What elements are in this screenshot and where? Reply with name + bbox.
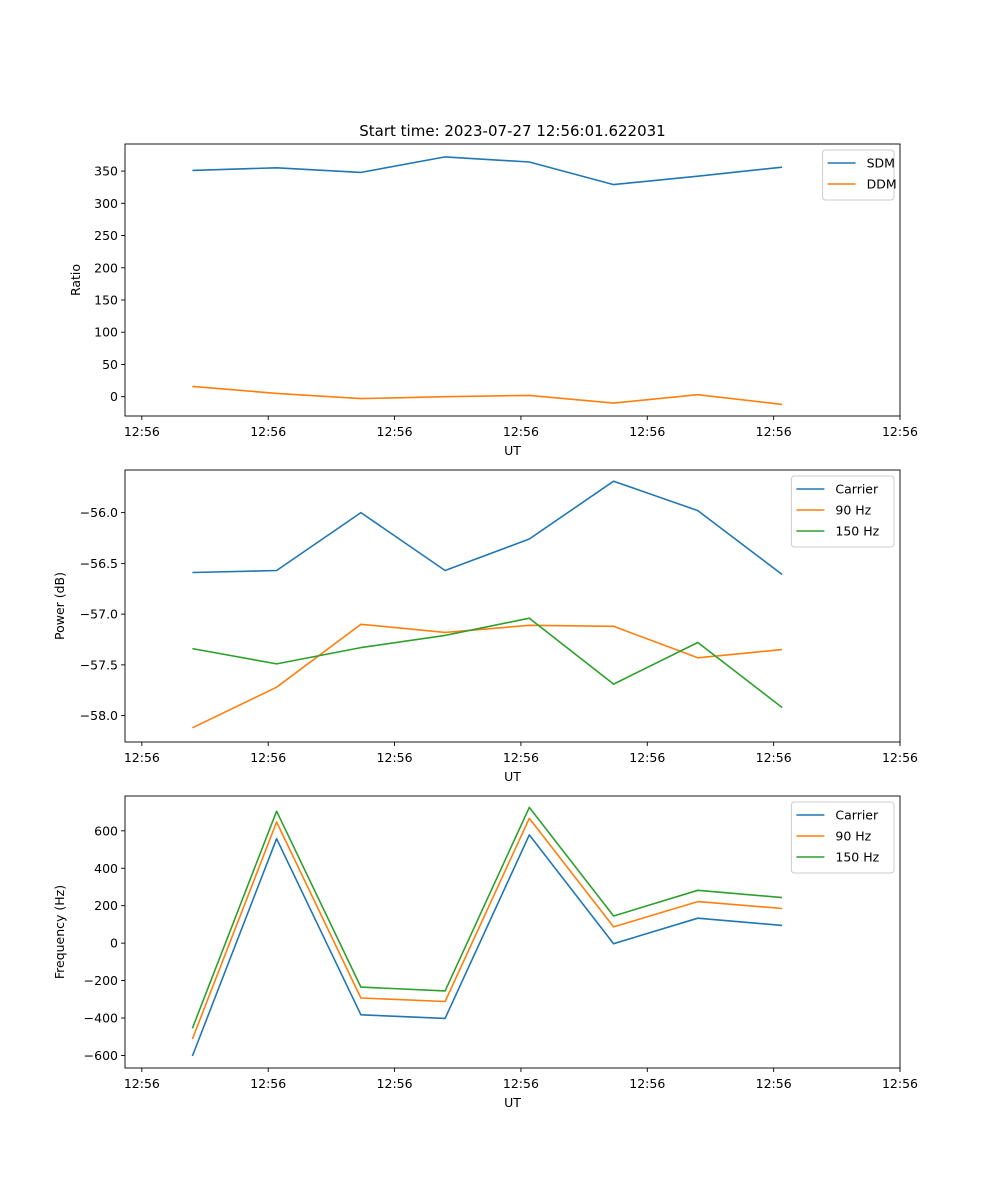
power-y-axis-label: Power (dB) [52, 572, 67, 640]
ratio-x-tick-label: 12:56 [756, 424, 792, 439]
power-series-line-90-hz [192, 623, 783, 729]
ratio-y-tick-label: 100 [94, 325, 118, 340]
power-legend: Carrier 90 Hz 150 Hz [790, 475, 895, 548]
ratio-x-tick-label: 12:56 [377, 424, 413, 439]
ratio-series-line-ddm [192, 385, 783, 406]
ratio-x-tick-label: 12:56 [503, 424, 539, 439]
frequency-legend-label: 150 Hz [835, 850, 879, 865]
frequency-y-tick-label: 200 [94, 898, 118, 913]
frequency-series-line-carrier [191, 834, 783, 1057]
ratio-x-tick-label: 12:56 [629, 424, 665, 439]
ratio-legend: SDM DDM [822, 149, 897, 201]
power-x-tick-label: 12:56 [250, 750, 286, 765]
power-y-tick-label: −58.0 [80, 708, 118, 723]
power-x-tick-label: 12:56 [756, 750, 792, 765]
frequency-legend-box [790, 801, 895, 874]
frequency-x-tick-label: 12:56 [503, 1076, 539, 1091]
frequency-y-tick-label: 0 [110, 936, 118, 951]
frequency-y-tick-label: −400 [84, 1011, 118, 1026]
ratio-y-tick-label: 0 [110, 389, 118, 404]
power-series-line-150-hz [192, 617, 783, 709]
frequency-y-tick-label: −600 [84, 1048, 118, 1063]
ratio-panel: 12:56 12:56 12:56 12:56 12:56 12:56 12:56 0 50 10… [68, 143, 918, 458]
power-x-tick-label: 12:56 [377, 750, 413, 765]
ratio-legend-label: SDM [867, 156, 895, 171]
frequency-x-tick-label: 12:56 [882, 1076, 918, 1091]
frequency-legend-label: 90 Hz [835, 829, 871, 844]
frequency-x-tick-label: 12:56 [756, 1076, 792, 1091]
ratio-y-tick-label: 250 [94, 228, 118, 243]
frequency-panel: 12:56 12:56 12:56 12:56 12:56 12:56 12:56 −600 −… [52, 795, 918, 1110]
frequency-axes-frame [124, 795, 901, 1069]
ratio-y-tick-label: 150 [94, 292, 118, 307]
ratio-axes-frame [124, 143, 901, 417]
frequency-y-tick-label: 400 [94, 861, 118, 876]
ratio-x-axis-label: UT [504, 443, 521, 458]
power-panel: 12:56 12:56 12:56 12:56 12:56 12:56 12:56 −58.0… [52, 469, 918, 784]
frequency-series-line-90-hz [191, 817, 783, 1040]
ratio-series-line-sdm [192, 156, 783, 186]
frequency-legend: Carrier 90 Hz 150 Hz [790, 801, 895, 874]
power-x-tick-label: 12:56 [124, 750, 160, 765]
ratio-y-tick-label: 50 [102, 357, 118, 372]
ratio-y-tick-label: 350 [94, 164, 118, 179]
frequency-x-tick-label: 12:56 [377, 1076, 413, 1091]
power-x-tick-label: 12:56 [503, 750, 539, 765]
power-x-tick-label: 12:56 [882, 750, 918, 765]
frequency-series-line-150-hz [191, 806, 783, 1029]
frequency-y-axis-label: Frequency (Hz) [52, 885, 67, 979]
ratio-y-tick-label: 300 [94, 196, 118, 211]
ratio-legend-label: DDM [867, 177, 897, 192]
frequency-x-tick-label: 12:56 [629, 1076, 665, 1091]
power-legend-label: 150 Hz [835, 524, 879, 539]
power-legend-label: Carrier [835, 482, 879, 497]
power-y-tick-label: −57.5 [80, 657, 118, 672]
power-legend-label: 90 Hz [835, 503, 871, 518]
ratio-x-tick-label: 12:56 [124, 424, 160, 439]
frequency-legend-label: Carrier [835, 808, 879, 823]
frequency-y-tick-label: 600 [94, 823, 118, 838]
power-y-tick-label: −56.5 [80, 556, 118, 571]
ratio-y-axis-label: Ratio [68, 264, 83, 296]
frequency-x-axis-label: UT [504, 1095, 521, 1110]
power-y-tick-label: −57.0 [80, 607, 118, 622]
frequency-x-tick-label: 12:56 [250, 1076, 286, 1091]
frequency-x-tick-label: 12:56 [124, 1076, 160, 1091]
power-x-axis-label: UT [504, 769, 521, 784]
frequency-y-tick-label: −200 [84, 973, 118, 988]
power-y-tick-label: −56.0 [80, 505, 118, 520]
power-series-line-carrier [192, 480, 783, 576]
power-legend-box [790, 475, 895, 548]
ratio-y-tick-label: 200 [94, 260, 118, 275]
ratio-x-tick-label: 12:56 [250, 424, 286, 439]
figure-title: Start time: 2023-07-27 12:56:01.622031 [359, 122, 665, 140]
power-axes-frame [124, 469, 901, 743]
ratio-x-tick-label: 12:56 [882, 424, 918, 439]
power-x-tick-label: 12:56 [629, 750, 665, 765]
